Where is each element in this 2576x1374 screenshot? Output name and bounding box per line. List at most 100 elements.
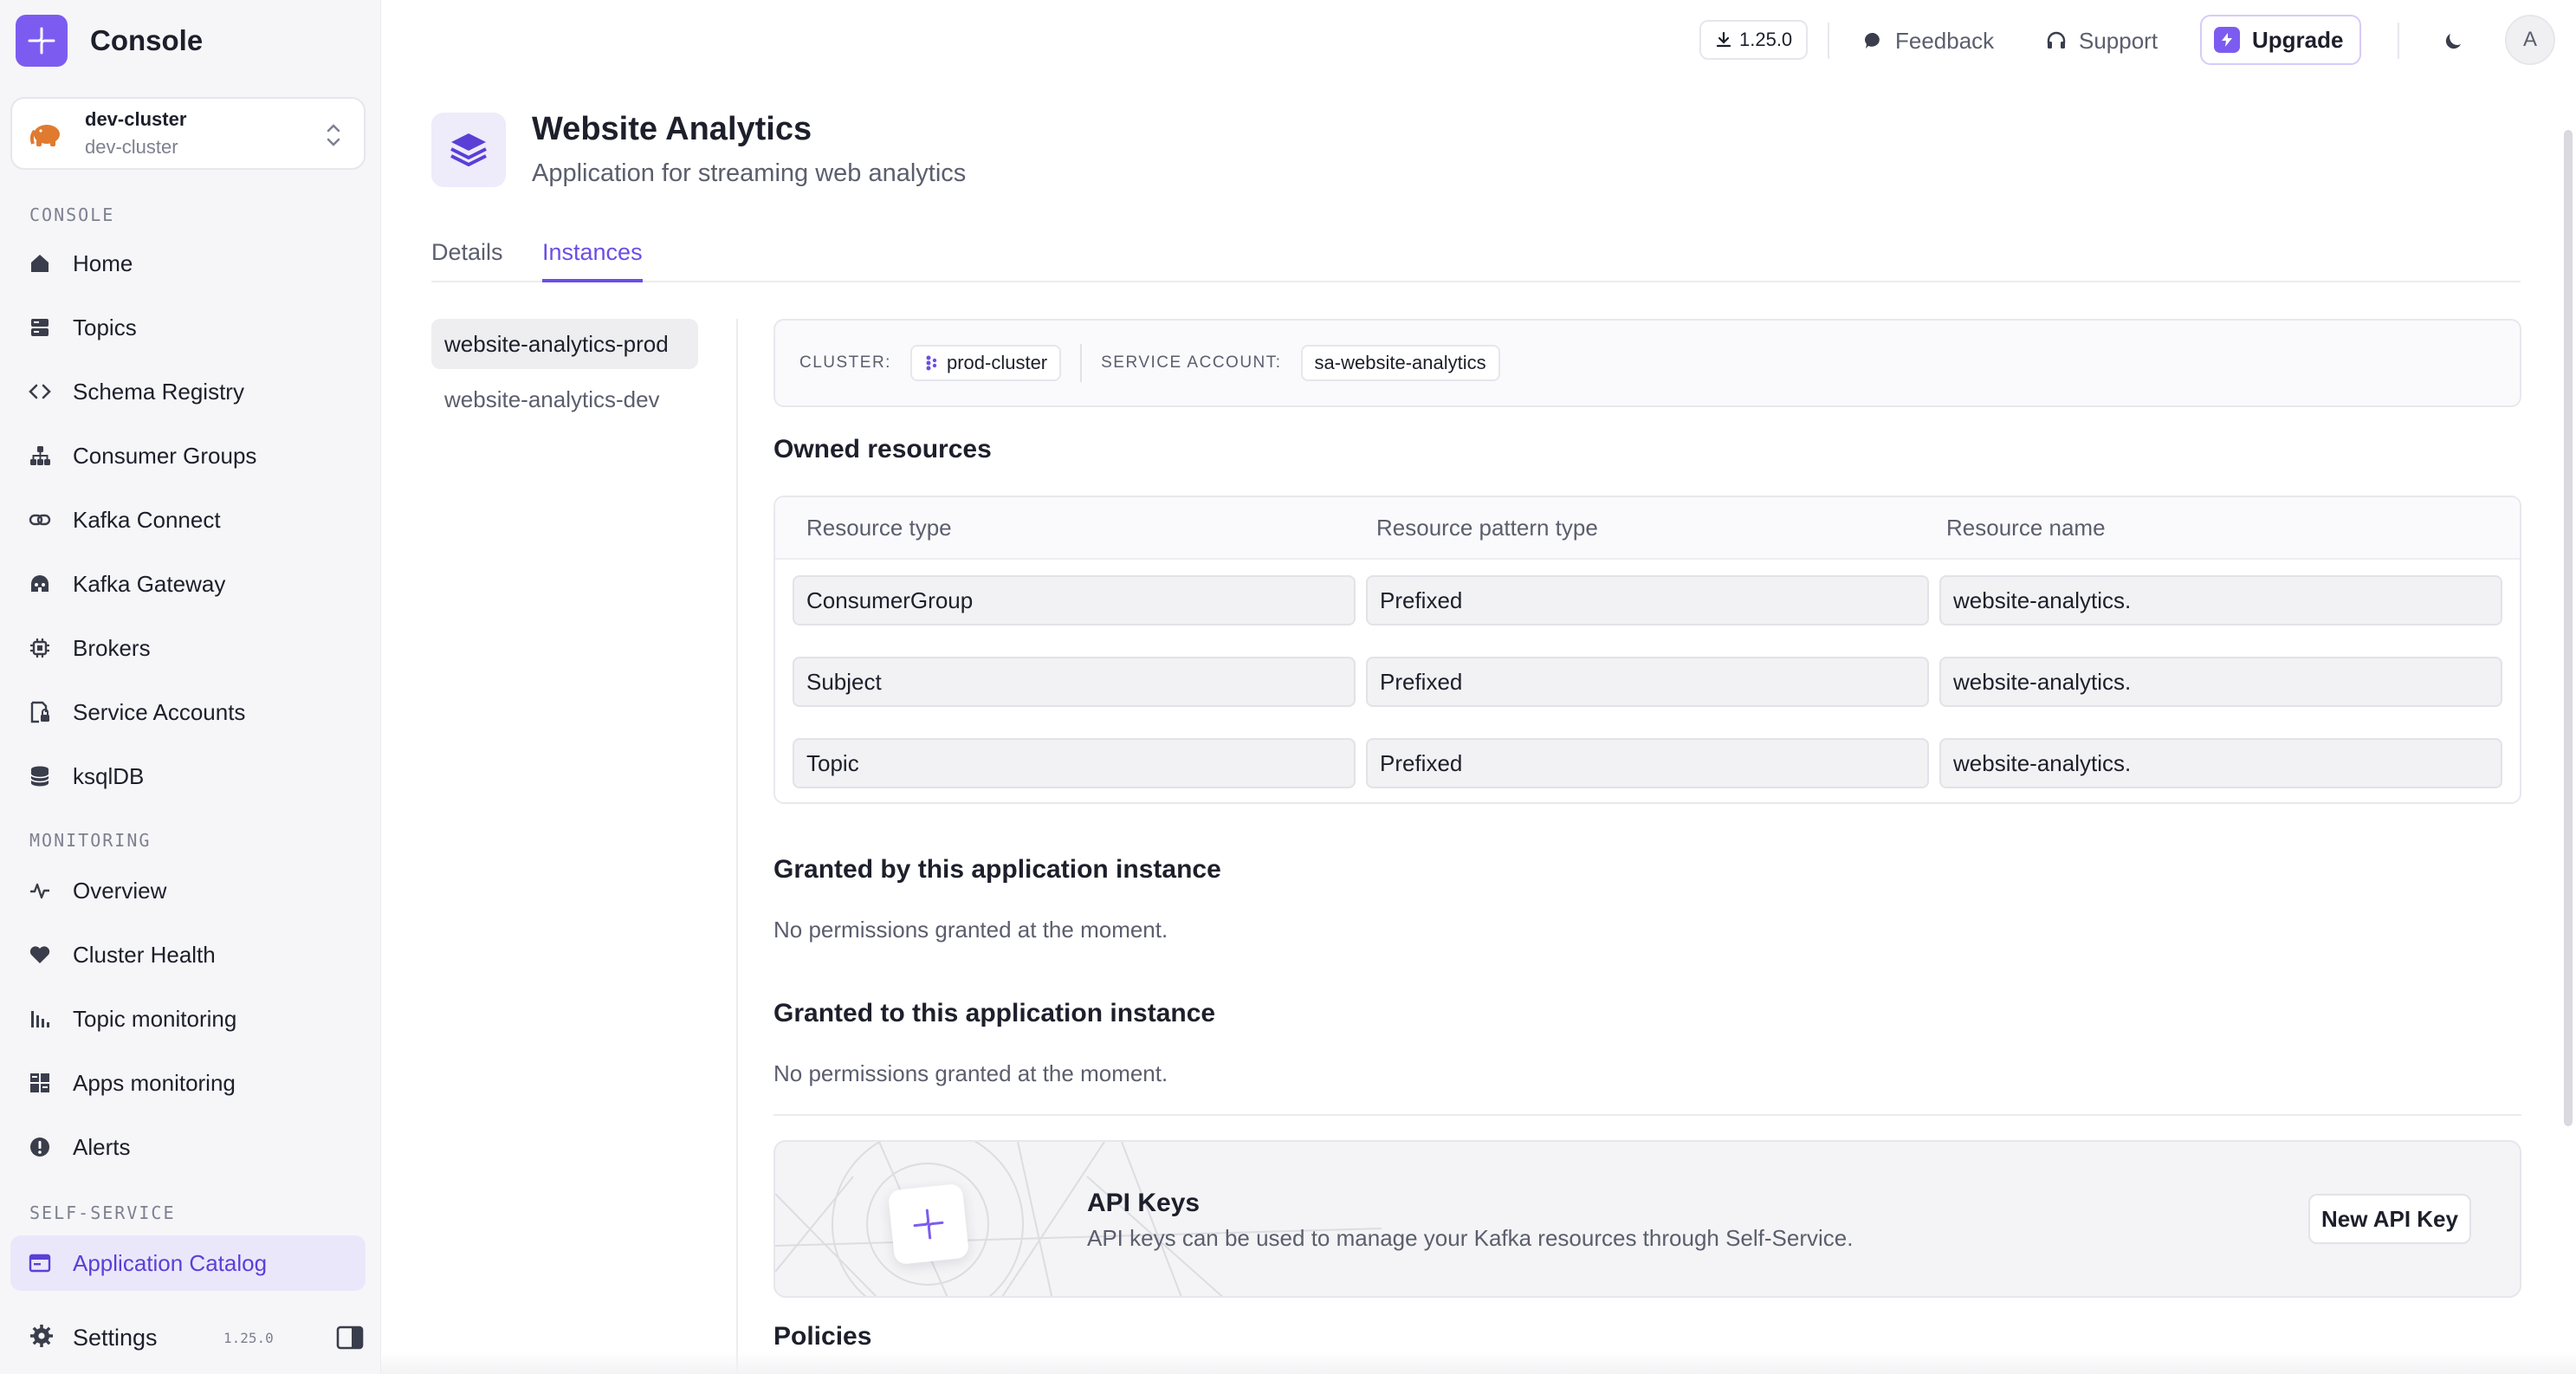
elephant-icon [29, 125, 60, 146]
page-subtitle: Application for streaming web analytics [532, 159, 967, 187]
topbar-divider [2398, 23, 2399, 59]
cluster-label: CLUSTER: [799, 353, 891, 372]
download-icon [1716, 31, 1731, 48]
gear-icon [29, 1324, 54, 1352]
tab-instances[interactable]: Instances [542, 239, 643, 282]
topics-icon [28, 315, 52, 340]
support-label: Support [2079, 27, 2159, 54]
console-logo-icon [16, 15, 68, 67]
cluster-chip[interactable]: prod-cluster [909, 345, 1062, 381]
api-keys-card: API Keys API keys can be used to manage … [773, 1140, 2521, 1298]
table-header: Resource type Resource pattern type Reso… [775, 497, 2520, 560]
sidebar-item-overview[interactable]: Overview [10, 863, 366, 918]
sidebar-item-label: ksqlDB [73, 762, 145, 789]
support-button[interactable]: Support [2046, 23, 2158, 59]
sidebar-item-label: Alerts [73, 1133, 131, 1160]
self-service-logo-icon [887, 1183, 970, 1266]
cluster-sub: dev-cluster [85, 136, 178, 158]
owned-resources-table: Resource type Resource pattern type Reso… [773, 496, 2521, 804]
decorative-pattern [775, 1142, 1382, 1296]
sidebar-item-label: Apps monitoring [73, 1069, 236, 1096]
sidebar-item-apps-monitoring[interactable]: Apps monitoring [10, 1055, 366, 1111]
sidebar-item-label: Home [73, 250, 133, 276]
panel-toggle-icon[interactable] [336, 1325, 364, 1350]
sidebar-item-topic-monitoring[interactable]: Topic monitoring [10, 991, 366, 1047]
section-self-service-label: SELF-SERVICE [29, 1202, 176, 1223]
bar-chart-icon [28, 1007, 52, 1031]
main-scrollbar[interactable] [2564, 130, 2573, 1126]
heart-icon [28, 943, 52, 967]
column-header: Resource type [806, 515, 952, 541]
policies-title: Policies [773, 1322, 872, 1351]
granted-to-empty: No permissions granted at the moment. [773, 1060, 1168, 1086]
page-title: Website Analytics [532, 111, 812, 147]
sidebar-item-label: Schema Registry [73, 378, 244, 405]
sidebar-item-label: Consumer Groups [73, 442, 257, 469]
sidebar-item-label: Kafka Gateway [73, 570, 226, 597]
sidebar-item-label: Kafka Connect [73, 506, 221, 533]
upgrade-button[interactable]: Upgrade [2200, 15, 2361, 65]
version-text: 1.25.0 [1739, 29, 1793, 50]
lock-file-icon [28, 700, 52, 724]
service-account-value: sa-website-analytics [1314, 352, 1486, 373]
settings-footer: Settings 1.25.0 [10, 1310, 366, 1365]
info-divider [1080, 344, 1083, 382]
instance-info-bar: CLUSTER: prod-cluster SERVICE ACCOUNT: s… [773, 319, 2521, 407]
sidebar-item-home[interactable]: Home [10, 236, 366, 291]
section-divider [773, 1114, 2521, 1116]
sidebar-item-cluster-health[interactable]: Cluster Health [10, 927, 366, 982]
sidebar-item-alerts[interactable]: Alerts [10, 1119, 366, 1175]
feedback-button[interactable]: Feedback [1864, 23, 1994, 59]
sidebar-item-kafka-gateway[interactable]: Kafka Gateway [10, 556, 366, 612]
sidebar-item-kafka-connect[interactable]: Kafka Connect [10, 492, 366, 548]
headset-icon [2047, 31, 2066, 49]
sidebar-item-schema-registry[interactable]: Schema Registry [10, 364, 366, 419]
api-keys-title: API Keys [1087, 1189, 1201, 1217]
sidebar-item-service-accounts[interactable]: Service Accounts [10, 684, 366, 740]
code-icon [28, 379, 52, 404]
resource-type-cell: Subject [793, 657, 1356, 707]
sidebar-item-label: Topics [73, 314, 137, 340]
resource-type-cell: ConsumerGroup [793, 575, 1356, 625]
avatar[interactable]: A [2505, 15, 2555, 65]
moon-icon [2445, 34, 2461, 49]
cluster-value: prod-cluster [946, 352, 1048, 373]
granted-by-empty: No permissions granted at the moment. [773, 917, 1168, 943]
link-icon [28, 508, 52, 532]
sidebar-item-brokers[interactable]: Brokers [10, 620, 366, 676]
api-keys-description: API keys can be used to manage your Kafk… [1087, 1225, 1854, 1251]
resource-name-cell: website-analytics. [1939, 738, 2502, 788]
new-api-key-button[interactable]: New API Key [2308, 1194, 2471, 1244]
gateway-icon [28, 572, 52, 596]
sidebar-item-topics[interactable]: Topics [10, 300, 366, 355]
list-divider [736, 319, 738, 1374]
resource-name-cell: website-analytics. [1939, 657, 2502, 707]
feedback-label: Feedback [1895, 27, 1995, 54]
app-name: Console [90, 24, 204, 56]
resource-name-cell: website-analytics. [1939, 575, 2502, 625]
tab-details[interactable]: Details [431, 239, 503, 265]
granted-to-title: Granted to this application instance [773, 999, 1216, 1027]
sidebar: Console dev-cluster dev-cluster CONSOLE … [0, 0, 381, 1374]
sidebar-item-label: Brokers [73, 634, 151, 661]
settings-link[interactable]: Settings [73, 1324, 158, 1351]
cluster-selector[interactable]: dev-cluster dev-cluster [10, 97, 366, 170]
grid-icon [28, 1071, 52, 1095]
version-download-badge[interactable]: 1.25.0 [1699, 20, 1809, 60]
chat-bubble-icon [1864, 32, 1880, 49]
pattern-type-cell: Prefixed [1366, 738, 1929, 788]
upgrade-label: Upgrade [2252, 26, 2344, 53]
sidebar-item-ksqldb[interactable]: ksqlDB [10, 749, 366, 804]
column-header: Resource pattern type [1376, 515, 1598, 541]
chip-icon [28, 636, 52, 660]
sidebar-item-application-catalog[interactable]: Application Catalog [10, 1235, 366, 1291]
sidebar-item-consumer-groups[interactable]: Consumer Groups [10, 428, 366, 483]
pulse-icon [28, 878, 52, 903]
pattern-type-cell: Prefixed [1366, 657, 1929, 707]
brand[interactable]: Console [16, 15, 203, 67]
service-account-chip[interactable]: sa-website-analytics [1300, 345, 1500, 381]
application-icon [431, 113, 506, 187]
instance-item[interactable]: website-analytics-prod [431, 319, 698, 369]
dark-mode-toggle[interactable] [2436, 24, 2470, 59]
instance-item[interactable]: website-analytics-dev [444, 386, 660, 412]
